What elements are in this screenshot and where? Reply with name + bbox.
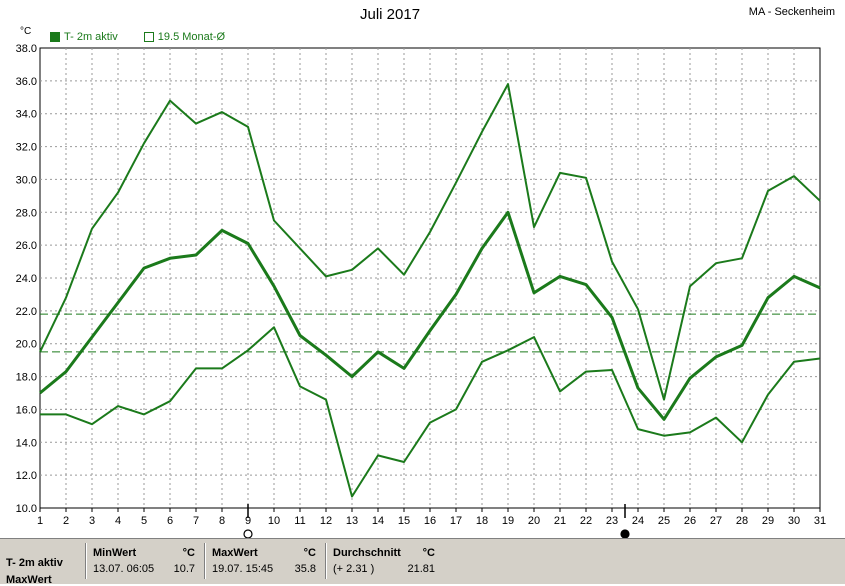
legend: T- 2m aktiv 19.5 Monat-Ø bbox=[50, 31, 225, 43]
y-tick-label: 12.0 bbox=[16, 470, 37, 482]
x-tick-label: 21 bbox=[554, 515, 566, 527]
min-value: 10.7 bbox=[173, 563, 195, 575]
avg-value: 21.81 bbox=[407, 563, 435, 575]
legend-swatch-open-icon bbox=[143, 32, 154, 42]
avg-header: Durchschnitt bbox=[333, 547, 401, 559]
y-tick-label: 38.0 bbox=[16, 43, 37, 55]
y-axis-unit: °C bbox=[20, 26, 32, 37]
y-tick-label: 16.0 bbox=[16, 404, 37, 416]
x-tick-label: 1 bbox=[37, 515, 43, 527]
series-line-mean bbox=[39, 210, 821, 421]
y-tick-label: 10.0 bbox=[16, 503, 37, 515]
legend-swatch-filled-icon bbox=[50, 32, 60, 42]
x-tick-label: 22 bbox=[580, 515, 592, 527]
station-name: MA - Seckenheim bbox=[748, 6, 835, 18]
x-tick-label: 29 bbox=[762, 515, 774, 527]
min-unit: °C bbox=[182, 547, 195, 559]
stats-row-label: T- 2m aktiv bbox=[6, 557, 63, 569]
x-tick-label: 15 bbox=[398, 515, 410, 527]
y-tick-label: 24.0 bbox=[16, 273, 37, 285]
x-tick-label: 28 bbox=[736, 515, 748, 527]
y-tick-label: 30.0 bbox=[16, 174, 37, 186]
min-date: 13.07. 06:05 bbox=[93, 563, 155, 575]
y-tick-label: 34.0 bbox=[16, 109, 37, 121]
x-tick-label: 19 bbox=[502, 515, 514, 527]
max-value-cell: MaxWert °C 19.07. 15:45 35.8 bbox=[205, 543, 324, 579]
x-tick-label: 17 bbox=[450, 515, 462, 527]
legend-label: T- 2m aktiv bbox=[64, 31, 118, 43]
statistics-panel: T- 2m aktiv MaxWert MinWert °C 13.07. 06… bbox=[0, 538, 845, 586]
y-tick-label: 20.0 bbox=[16, 339, 37, 351]
x-tick-label: 10 bbox=[268, 515, 280, 527]
x-tick-label: 26 bbox=[684, 515, 696, 527]
chart-plot: 10.0 12.0 14.0 16.0 18.0 20.0 22.0 24.0 26.0 28.0… bbox=[16, 43, 826, 538]
full-moon-icon bbox=[620, 529, 630, 538]
max-value: 35.8 bbox=[294, 563, 316, 575]
legend-item-temperature[interactable]: T- 2m aktiv bbox=[50, 31, 118, 43]
series-line-min bbox=[40, 326, 821, 498]
x-tick-label: 11 bbox=[294, 515, 305, 527]
x-tick-label: 8 bbox=[219, 515, 225, 527]
x-tick-label: 16 bbox=[424, 515, 436, 527]
x-tick-label: 9 bbox=[245, 515, 251, 527]
legend-item-monthly-average[interactable]: 19.5 Monat-Ø bbox=[143, 31, 226, 43]
avg-deviation: (+ 2.31 ) bbox=[333, 563, 375, 575]
y-tick-label: 22.0 bbox=[16, 306, 37, 318]
max-unit: °C bbox=[303, 547, 316, 559]
x-tick-label: 5 bbox=[141, 515, 147, 527]
x-tick-label: 23 bbox=[606, 515, 618, 527]
series-line-max bbox=[39, 83, 821, 401]
y-tick-label: 14.0 bbox=[16, 437, 37, 449]
x-tick-label: 30 bbox=[788, 515, 800, 527]
y-tick-label: 28.0 bbox=[16, 207, 37, 219]
x-tick-label: 24 bbox=[632, 515, 644, 527]
max-header: MaxWert bbox=[212, 547, 258, 559]
x-tick-label: 18 bbox=[476, 515, 488, 527]
x-tick-label: 31 bbox=[814, 515, 826, 527]
x-tick-label: 27 bbox=[710, 515, 722, 527]
x-tick-label: 12 bbox=[320, 515, 332, 527]
min-header: MinWert bbox=[93, 547, 137, 559]
x-tick-label: 2 bbox=[63, 515, 69, 527]
x-tick-label: 20 bbox=[528, 515, 540, 527]
legend-label: 19.5 Monat-Ø bbox=[157, 31, 226, 43]
max-date: 19.07. 15:45 bbox=[212, 563, 274, 575]
x-tick-label: 3 bbox=[89, 515, 95, 527]
average-cell: Durchschnitt °C (+ 2.31 ) 21.81 bbox=[326, 543, 443, 579]
x-tick-label: 7 bbox=[193, 515, 199, 527]
chart-title: Juli 2017 bbox=[360, 6, 421, 23]
x-tick-label: 4 bbox=[115, 515, 121, 527]
x-tick-label: 25 bbox=[658, 515, 670, 527]
x-tick-label: 13 bbox=[346, 515, 358, 527]
y-tick-label: 36.0 bbox=[16, 76, 37, 88]
y-tick-label: 18.0 bbox=[16, 372, 37, 384]
x-tick-label: 14 bbox=[372, 515, 384, 527]
new-moon-icon bbox=[243, 529, 253, 538]
x-tick-label: 6 bbox=[167, 515, 173, 527]
y-tick-label: 26.0 bbox=[16, 240, 37, 252]
avg-unit: °C bbox=[422, 547, 435, 559]
stats-row-label-2: MaxWert bbox=[6, 574, 52, 586]
min-value-cell: MinWert °C 13.07. 06:05 10.7 bbox=[86, 543, 203, 579]
y-tick-label: 32.0 bbox=[16, 142, 37, 154]
